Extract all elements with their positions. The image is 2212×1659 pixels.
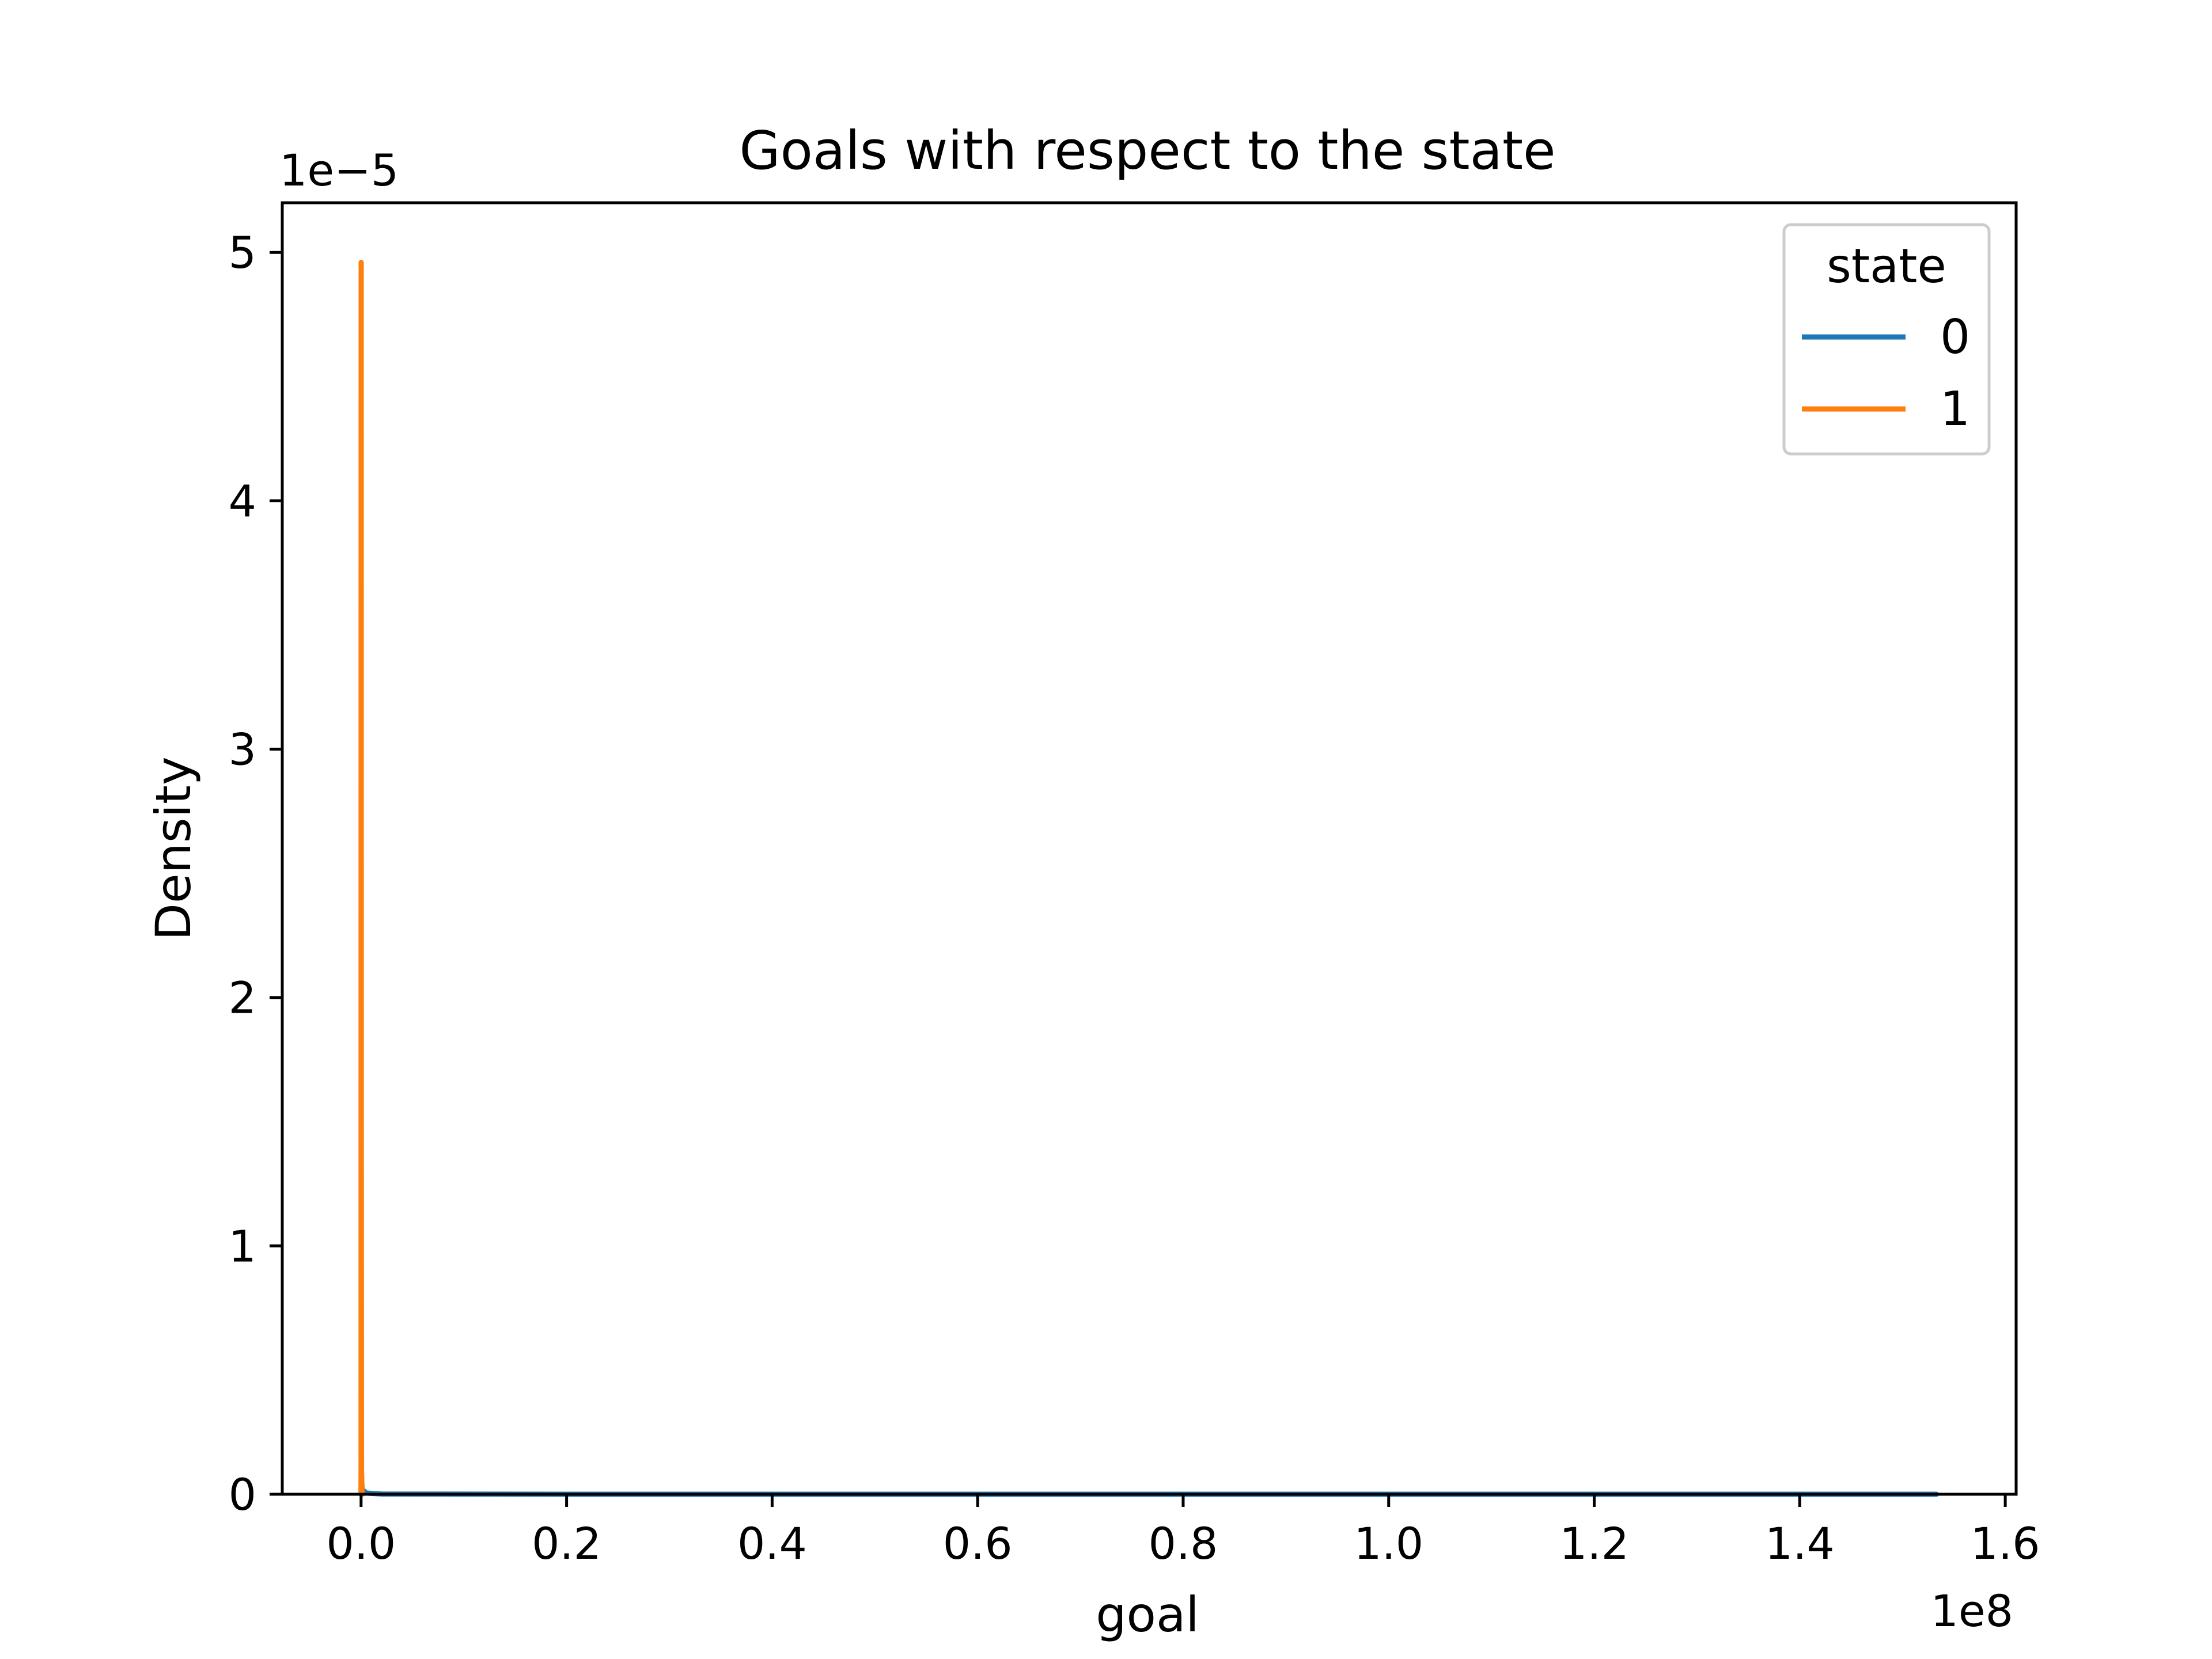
chart-title: Goals with respect to the state bbox=[739, 120, 1555, 181]
legend-label-1: 1 bbox=[1940, 382, 1970, 437]
y-tick-label: 0 bbox=[229, 1469, 256, 1520]
y-tick-label: 3 bbox=[229, 724, 256, 775]
plot-frame bbox=[281, 201, 2018, 1496]
x-tick-label: 0.6 bbox=[943, 1518, 1013, 1569]
legend-title: state bbox=[1827, 239, 1946, 294]
x-axis-ticks: 0.0 0.2 0.4 0.6 0.8 1.0 1.2 1.4 1.6 bbox=[326, 1494, 2040, 1569]
x-tick-label: 0.4 bbox=[737, 1518, 807, 1569]
y-tick-label: 2 bbox=[229, 972, 256, 1024]
y-tick-label: 5 bbox=[229, 227, 256, 278]
y-axis-ticks: 0 1 2 3 4 5 bbox=[229, 227, 282, 1520]
x-tick-label: 1.6 bbox=[1971, 1518, 2040, 1569]
y-tick-label: 1 bbox=[229, 1221, 256, 1272]
x-tick-label: 1.2 bbox=[1559, 1518, 1629, 1569]
x-tick-label: 0.8 bbox=[1149, 1518, 1218, 1569]
x-tick-label: 1.0 bbox=[1354, 1518, 1423, 1569]
y-tick-label: 4 bbox=[229, 475, 256, 527]
x-offset-label: 1e8 bbox=[1931, 1585, 2013, 1637]
x-tick-label: 0.0 bbox=[326, 1518, 396, 1569]
x-tick-label: 1.4 bbox=[1765, 1518, 1835, 1569]
x-axis-label: goal bbox=[1096, 1586, 1199, 1643]
series-layer bbox=[358, 259, 1940, 1497]
series-line-0 bbox=[358, 1461, 1940, 1497]
legend: state 0 1 bbox=[1782, 223, 1991, 456]
y-offset-label: 1e−5 bbox=[279, 145, 399, 196]
legend-label-0: 0 bbox=[1940, 310, 1970, 365]
y-axis-label: Density bbox=[145, 756, 202, 940]
x-tick-label: 0.2 bbox=[532, 1518, 601, 1569]
series-line-1 bbox=[358, 259, 365, 1497]
